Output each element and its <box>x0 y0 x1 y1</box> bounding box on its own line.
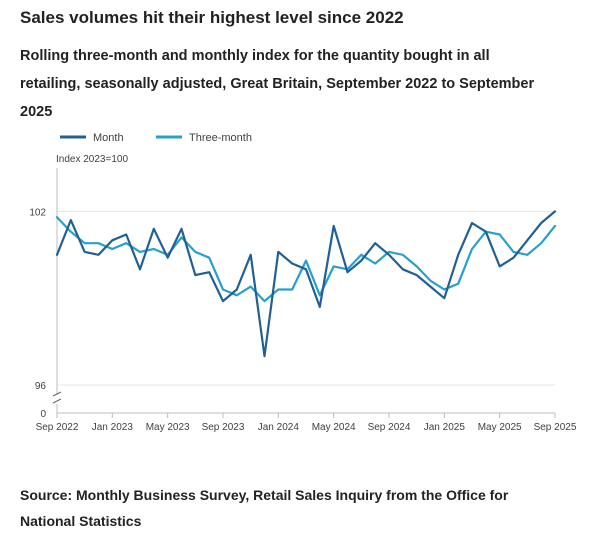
y-tick-label: 102 <box>29 207 46 218</box>
y-axis-label: Index 2023=100 <box>56 154 128 165</box>
y-tick-labels: 0 96 102 <box>29 207 46 420</box>
series-lines <box>55 210 557 358</box>
x-tick-label: Jan 2023 <box>92 422 134 433</box>
line-chart: Month Three-month Index 2023=100 096102 … <box>29 132 577 433</box>
gridlines <box>57 210 555 386</box>
y-tick-label: 0 <box>40 409 46 420</box>
x-tick-label: Sep 2023 <box>202 422 245 433</box>
x-tick-label: Sep 2024 <box>368 422 411 433</box>
legend: Month Three-month <box>60 132 252 144</box>
axes <box>52 168 555 414</box>
series-line-three-month <box>55 216 557 303</box>
axis-break-mark <box>52 391 62 404</box>
legend-label-month: Month <box>93 132 124 144</box>
x-tick-label: May 2023 <box>146 422 190 433</box>
x-tick-label: Jan 2025 <box>424 422 466 433</box>
y-tick-label: 96 <box>35 381 47 392</box>
x-tick-label: Sep 2025 <box>534 422 577 433</box>
series-line-month <box>55 210 557 358</box>
x-tick-label: Jan 2024 <box>258 422 300 433</box>
x-tick-label: May 2025 <box>478 422 522 433</box>
legend-label-three-month: Three-month <box>189 132 252 144</box>
x-tick-label: May 2024 <box>312 422 356 433</box>
x-tick-label: Sep 2022 <box>36 422 79 433</box>
chart-subtitle: Rolling three-month and monthly index fo… <box>20 48 535 120</box>
source-note: Source: Monthly Business Survey, Retail … <box>20 487 509 529</box>
chart-title: Sales volumes hit their highest level si… <box>20 8 404 27</box>
x-tick-labels: Sep 2022 Jan 2023 May 2023 Sep 2023 Jan 2024… <box>36 413 577 433</box>
